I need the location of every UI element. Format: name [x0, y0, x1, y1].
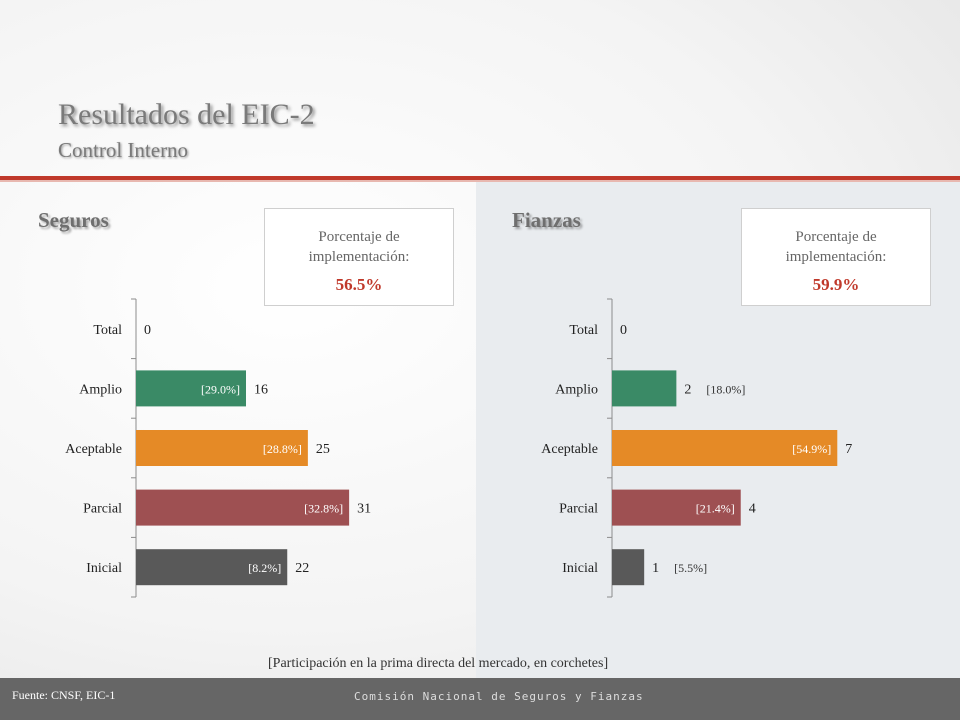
value-label: 16 [254, 382, 268, 397]
value-label: 22 [295, 561, 309, 576]
section-title-seguros: Seguros [38, 208, 109, 232]
footer-bar: Fuente: CNSF, EIC-1 Comisión Nacional de… [0, 678, 960, 720]
percentage-label: Porcentaje de [795, 229, 877, 245]
chart-footnote: [Participación en la prima directa del m… [268, 656, 609, 671]
bar-aceptable [136, 430, 308, 466]
value-label: 0 [144, 323, 151, 338]
percentage-label: Porcentaje de [318, 229, 400, 245]
slide-title: Resultados del EIC-2 [58, 98, 315, 131]
bar-inicial [136, 549, 288, 586]
fianzas-percentage-box: Porcentaje de implementación: 59.9% [741, 208, 931, 306]
share-label: [29.0%] [201, 382, 240, 396]
value-label: 25 [316, 442, 330, 457]
share-label: [8.2%] [248, 561, 281, 575]
header-divider-shadow [0, 180, 960, 182]
footer-source: Fuente: CNSF, EIC-1 [12, 688, 116, 702]
percentage-label: implementación: [785, 249, 887, 265]
section-title-fianzas: Fianzas [512, 208, 581, 232]
seguros-percentage-box: Porcentaje de implementación: 56.5% [264, 208, 454, 306]
bar-amplio [136, 370, 246, 407]
category-label: Total [93, 323, 122, 338]
share-label: [28.8%] [263, 442, 302, 456]
percentage-value: 56.5% [335, 275, 383, 294]
value-label: 31 [357, 502, 371, 517]
category-label: Inicial [86, 561, 122, 576]
bar-parcial [136, 489, 350, 526]
category-label: Aceptable [65, 442, 122, 457]
footer-organization: Comisión Nacional de Seguros y Fianzas [354, 690, 644, 703]
percentage-value: 59.9% [812, 275, 860, 294]
category-label: Parcial [83, 502, 122, 517]
header-divider [0, 176, 960, 180]
share-label: [32.8%] [304, 502, 343, 516]
percentage-label: implementación: [308, 249, 410, 265]
slide-subtitle: Control Interno [58, 138, 189, 162]
category-label: Amplio [79, 382, 122, 397]
